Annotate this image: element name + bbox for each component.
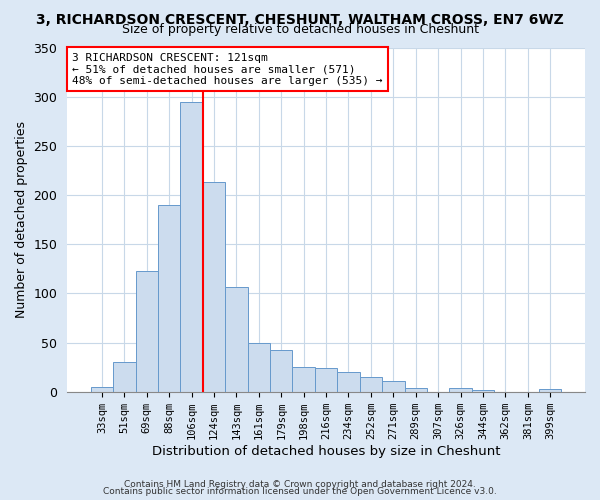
Bar — [292, 367, 315, 392]
Bar — [449, 388, 472, 392]
Text: Contains public sector information licensed under the Open Government Licence v3: Contains public sector information licen… — [103, 488, 497, 496]
Text: 3 RICHARDSON CRESCENT: 121sqm
← 51% of detached houses are smaller (571)
48% of : 3 RICHARDSON CRESCENT: 121sqm ← 51% of d… — [73, 52, 383, 86]
Bar — [472, 390, 494, 392]
Bar — [360, 377, 382, 392]
Y-axis label: Number of detached properties: Number of detached properties — [15, 121, 28, 318]
Bar — [382, 381, 404, 392]
Bar — [113, 362, 136, 392]
Bar — [337, 372, 360, 392]
Text: 3, RICHARDSON CRESCENT, CHESHUNT, WALTHAM CROSS, EN7 6WZ: 3, RICHARDSON CRESCENT, CHESHUNT, WALTHA… — [36, 12, 564, 26]
Bar — [136, 271, 158, 392]
Text: Contains HM Land Registry data © Crown copyright and database right 2024.: Contains HM Land Registry data © Crown c… — [124, 480, 476, 489]
Bar — [225, 288, 248, 392]
Bar — [315, 368, 337, 392]
Bar — [539, 389, 562, 392]
Bar — [158, 205, 181, 392]
Bar — [181, 102, 203, 392]
Bar — [203, 182, 225, 392]
X-axis label: Distribution of detached houses by size in Cheshunt: Distribution of detached houses by size … — [152, 444, 500, 458]
Bar — [91, 387, 113, 392]
Text: Size of property relative to detached houses in Cheshunt: Size of property relative to detached ho… — [121, 22, 479, 36]
Bar — [248, 342, 270, 392]
Bar — [404, 388, 427, 392]
Bar — [270, 350, 292, 392]
